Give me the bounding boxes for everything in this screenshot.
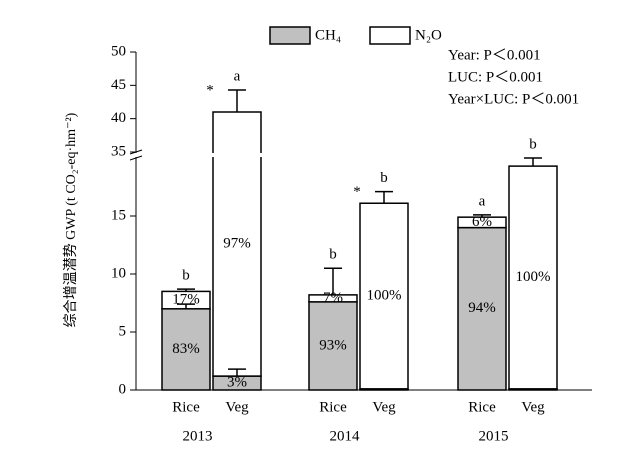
significance-letter: b [182,268,190,284]
x-tick-label: Veg [225,399,249,415]
y-tick-label: 5 [119,323,127,339]
y-tick-label: 35 [111,143,126,159]
share-label: 83% [172,341,200,357]
x-tick-label: Rice [319,399,347,415]
group-label: 2015 [479,428,509,444]
axis-break-gap [128,153,144,157]
error-bar [228,368,246,377]
share-label: 97% [223,235,251,251]
error-bar [524,157,542,167]
significance-letter: a [479,193,486,209]
significance-letter: a [234,68,241,84]
significance-letter: b [529,136,537,152]
x-tick-label: Rice [172,399,200,415]
bar-break-gap [211,153,263,157]
y-tick-label: 40 [111,110,126,126]
share-label: 100% [367,287,402,303]
bar-segment [508,165,558,390]
error-bar [324,267,342,295]
significance-letter: b [380,170,388,186]
bar-segment [308,301,358,391]
legend-label: CH₄ [315,27,341,43]
share-label: 7% [323,290,343,306]
bar-segment [457,226,507,391]
share-label: 6% [472,214,492,230]
error-bar [228,89,246,112]
axis-break-mark [129,149,143,155]
significance-star: * [206,82,214,98]
stats-text: Year×LUC: P＜0.001 [448,91,579,107]
y-tick-label: 50 [111,43,126,59]
group-label: 2014 [330,428,361,444]
stats-text: LUC: P＜0.001 [448,69,543,85]
error-bar [375,190,393,204]
stats-text: Year: P＜0.001 [448,47,541,63]
significance-star: * [353,184,361,200]
bar-segment [359,202,409,390]
error-bar [177,303,195,309]
y-tick-label: 15 [111,207,126,223]
x-tick-label: Rice [468,399,496,415]
x-tick-label: Veg [372,399,396,415]
group-label: 2013 [183,428,213,444]
share-label: 100% [516,269,551,285]
error-bar [473,214,491,218]
x-tick-label: Veg [521,399,545,415]
y-tick-label: 10 [111,265,126,281]
y-axis-label: 综合增温潜势 GWP (t CO₂-eq·hm⁻²) [63,112,79,327]
y-tick-label: 45 [111,77,126,93]
share-label: 94% [468,300,496,316]
error-bar [177,288,195,292]
y-tick-label: 0 [119,381,127,397]
share-label: 3% [227,374,247,390]
legend-swatch [369,26,411,45]
legend-label: N₂O [415,27,442,43]
significance-letter: b [329,247,337,263]
legend-swatch [269,26,311,45]
share-label: 93% [319,337,347,353]
axis-break-mark [129,155,143,161]
